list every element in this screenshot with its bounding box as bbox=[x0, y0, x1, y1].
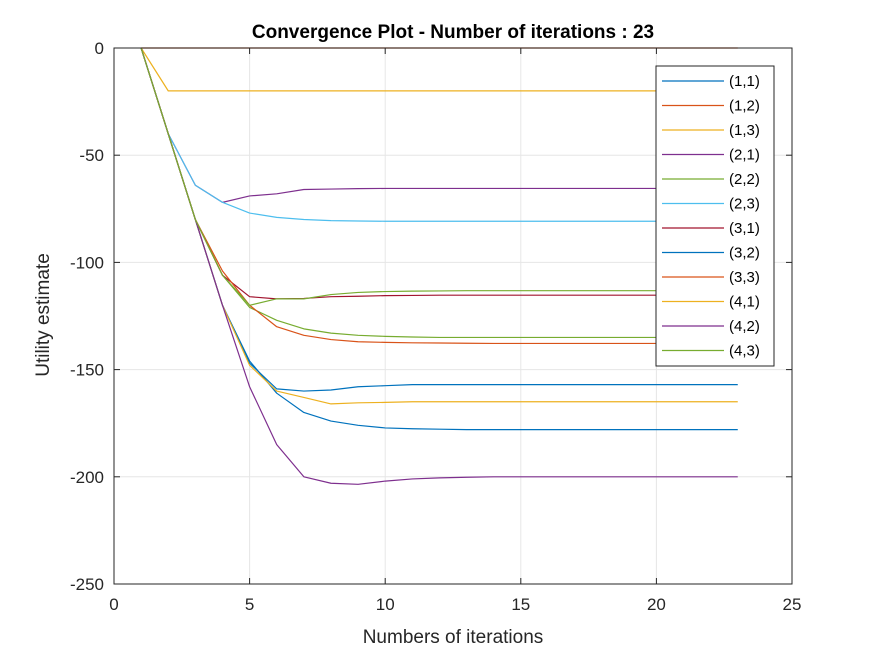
chart-title: Convergence Plot - Number of iterations … bbox=[252, 22, 654, 43]
legend: (1,1) (1,2) (1,3) (2,1) (2,2) (2,3) (3,1) (3,2)… bbox=[655, 65, 775, 367]
x-tick-label: 5 bbox=[245, 595, 254, 614]
series-line-3-3 bbox=[140, 47, 738, 345]
axes bbox=[113, 47, 793, 585]
legend-label: (4,1) bbox=[729, 294, 760, 311]
x-axis-label: Numbers of iterations bbox=[363, 627, 544, 648]
legend-label: (3,3) bbox=[729, 269, 760, 286]
legend-label: (4,3) bbox=[729, 343, 760, 360]
y-axis-label: Utility estimate bbox=[33, 253, 54, 377]
legend-label: (3,1) bbox=[729, 220, 760, 237]
series-line-2-2 bbox=[140, 47, 738, 339]
axes-box bbox=[113, 47, 793, 585]
y-tick-label: -250 bbox=[70, 575, 104, 594]
legend-label: (2,1) bbox=[729, 147, 760, 164]
legend-label: (3,2) bbox=[729, 245, 760, 262]
series-line-2-1 bbox=[140, 47, 738, 203]
x-tick-label: 10 bbox=[376, 595, 395, 614]
legend-label: (1,1) bbox=[729, 73, 760, 90]
y-tick-label: -150 bbox=[70, 361, 104, 380]
legend-label: (1,2) bbox=[729, 98, 760, 115]
x-tick-label: 20 bbox=[647, 595, 666, 614]
series-line-1-3 bbox=[140, 47, 738, 92]
legend-label: (2,2) bbox=[729, 171, 760, 188]
series-line-4-2 bbox=[140, 47, 738, 485]
series-line-4-3 bbox=[140, 47, 738, 306]
y-tick-label: 0 bbox=[95, 39, 104, 58]
series-line-3-1 bbox=[140, 47, 738, 300]
series-line-2-3 bbox=[140, 47, 738, 222]
legend-box bbox=[655, 65, 775, 367]
series-lines bbox=[140, 47, 738, 485]
x-tick-label: 15 bbox=[511, 595, 530, 614]
x-tick-label: 0 bbox=[109, 595, 118, 614]
series-line-3-2 bbox=[140, 47, 738, 431]
tick-labels: 0 5 10 15 20 25 0 -50 -100 -150 -200 -250 bbox=[70, 39, 801, 614]
y-tick-label: -100 bbox=[70, 253, 104, 272]
x-tick-label: 25 bbox=[783, 595, 802, 614]
y-tick-label: -200 bbox=[70, 468, 104, 487]
series-line-4-1 bbox=[140, 47, 738, 405]
y-tick-label: -50 bbox=[79, 146, 104, 165]
legend-label: (2,3) bbox=[729, 196, 760, 213]
legend-label: (4,2) bbox=[729, 318, 760, 335]
legend-label: (1,3) bbox=[729, 122, 760, 139]
